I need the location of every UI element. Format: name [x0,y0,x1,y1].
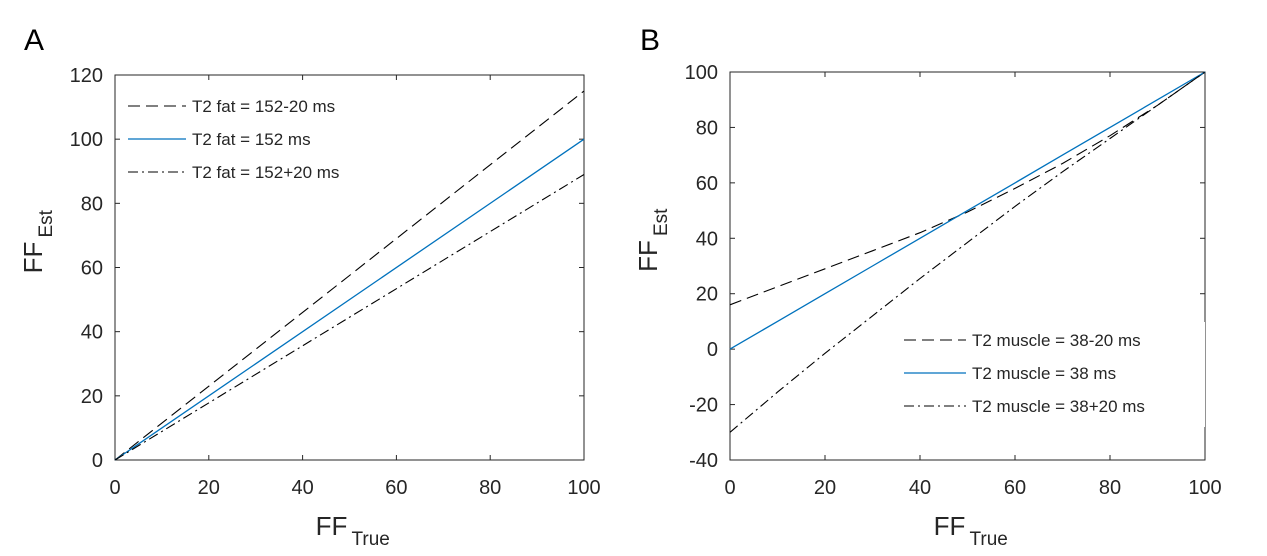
panel-b-x-tick-label: 60 [1004,477,1026,499]
panel-b-series-line-solid [729,71,1206,350]
panel-b-y-tick-label: 40 [696,228,718,250]
panel-a-x-tick-label: 0 [109,477,120,499]
panel-a-y-axis-label-group: FF Est [18,209,57,273]
panel-a-x-axis-label-sub: True [352,529,390,550]
panel-a-series-line-dashed [114,90,585,461]
panel-b-y-tick-label: 100 [685,62,718,84]
panel-b-series-line-dashdot [729,71,1206,433]
panel-b-x-tick-label: 40 [909,477,931,499]
panel-b-y-tick-label: 0 [707,339,718,361]
panel-b-series-line-dashed [729,71,1206,306]
panel-a-x-tick-label: 80 [479,477,501,499]
panel-a-y-tick-label: 40 [81,322,103,344]
panel-a-x-tick-label: 100 [567,477,600,499]
panel-a-y-axis-label-sub: Est [36,209,57,237]
panel-b-x-tick-label: 100 [1188,477,1221,499]
panel-b-x-axis-label: FF [934,511,966,541]
panel-a-y-tick-label: 120 [70,65,103,87]
panel-a-x-axis-label: FF [316,511,348,541]
panel-b-x-tick-label: 0 [724,477,735,499]
panel-letter-b: B [640,24,660,57]
panel-b-legend-label: T2 muscle = 38-20 ms [972,331,1141,350]
panel-a-x-tick-label: 40 [291,477,313,499]
panel-a-y-tick-label: 100 [70,129,103,151]
panel-b-y-axis-label-group: FF Est [633,208,672,272]
panel-b-legend-label: T2 muscle = 38+20 ms [972,397,1145,416]
panel-letter-a: A [24,24,44,57]
panel-b-y-tick-label: 80 [696,117,718,139]
panel-a-series-line-solid [114,138,585,461]
panel-a-y-axis-label: FF [18,242,48,274]
panel-b-x-axis-label-sub: True [970,529,1008,550]
panel-b-y-tick-label: 20 [696,284,718,306]
panel-a-legend-label: T2 fat = 152+20 ms [192,163,339,182]
panel-a-y-tick-label: 0 [92,450,103,472]
panel-a-x-tick-label: 20 [198,477,220,499]
panel-a-x-tick-label: 60 [385,477,407,499]
panel-b-legend-label: T2 muscle = 38 ms [972,364,1116,383]
panel-b-y-axis-label: FF [633,240,663,272]
panel-a-y-tick-label: 20 [81,386,103,408]
panel-a-series-line-dashdot [114,174,585,461]
panel-b-y-tick-label: -40 [689,450,718,472]
panel-b-x-tick-label: 20 [814,477,836,499]
panel-b-x-tick-label: 80 [1099,477,1121,499]
panel-b-y-axis-label-sub: Est [651,208,672,236]
panel-b-y-tick-label: -20 [689,395,718,417]
panel-a-y-tick-label: 60 [81,258,103,280]
panel-a-legend-label: T2 fat = 152-20 ms [192,97,335,116]
panel-b-y-tick-label: 60 [696,173,718,195]
panel-a-y-tick-label: 80 [81,193,103,215]
panel-a-legend-label: T2 fat = 152 ms [192,130,311,149]
